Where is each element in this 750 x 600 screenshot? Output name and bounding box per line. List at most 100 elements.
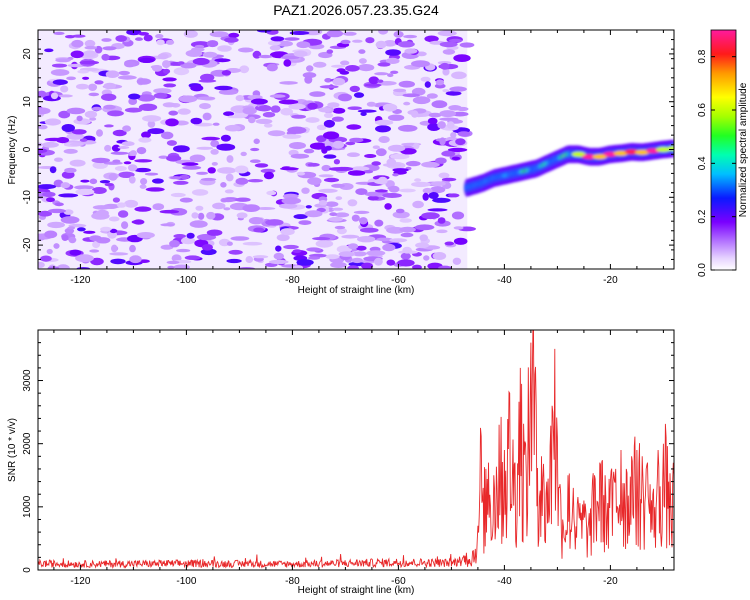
noise-blob: [306, 65, 314, 72]
noise-blob: [189, 220, 208, 228]
noise-blob: [368, 76, 379, 85]
noise-blob: [217, 167, 237, 174]
noise-blob: [269, 45, 281, 51]
noise-blob: [250, 98, 268, 105]
noise-blob: [353, 92, 365, 98]
noise-blob: [349, 85, 360, 93]
noise-blob: [177, 108, 191, 115]
noise-blob: [197, 96, 216, 101]
noise-blob: [292, 249, 302, 254]
noise-blob: [76, 83, 89, 90]
noise-blob: [196, 171, 209, 175]
noise-blob: [352, 39, 363, 43]
noise-blob: [49, 166, 57, 174]
noise-blob: [169, 240, 180, 248]
noise-blob: [393, 88, 407, 93]
noise-blob: [157, 53, 169, 60]
noise-blob: [293, 214, 308, 220]
noise-blob: [377, 79, 384, 83]
signal-peak: [656, 147, 671, 152]
x-tick-label: -80: [285, 576, 300, 587]
noise-blob: [441, 150, 456, 157]
noise-blob: [325, 254, 340, 260]
noise-blob: [399, 218, 412, 223]
noise-blob: [80, 179, 90, 183]
noise-blob: [305, 117, 320, 123]
noise-blob: [255, 118, 273, 124]
signal-peak: [592, 154, 607, 160]
noise-blob: [332, 140, 345, 149]
noise-blob: [128, 176, 136, 184]
noise-blob: [131, 220, 144, 224]
snr-series-line: [38, 330, 674, 570]
spectrogram-y-axis-label: Frequency (Hz): [7, 116, 18, 185]
noise-blob: [325, 201, 339, 207]
noise-blob: [405, 160, 421, 167]
noise-blob: [217, 45, 232, 52]
noise-blob: [91, 106, 103, 111]
noise-blob: [389, 238, 408, 243]
noise-blob: [372, 145, 380, 149]
noise-blob: [163, 83, 177, 88]
noise-blob: [438, 265, 452, 269]
noise-blob: [296, 41, 311, 49]
noise-blob: [221, 70, 232, 76]
noise-blob: [361, 262, 374, 269]
noise-blob: [166, 140, 177, 146]
noise-blob: [441, 177, 457, 182]
noise-blob: [336, 245, 352, 253]
noise-blob: [101, 93, 117, 102]
noise-blob: [220, 182, 227, 188]
noise-blob: [283, 244, 299, 250]
noise-blob: [162, 68, 171, 74]
noise-blob: [224, 124, 241, 132]
noise-blob: [103, 82, 117, 90]
noise-blob: [206, 40, 219, 48]
noise-blob: [112, 197, 120, 203]
y-tick-label: 3000: [22, 369, 33, 392]
noise-blob: [234, 165, 249, 174]
noise-blob: [88, 83, 98, 92]
noise-blob: [181, 237, 196, 245]
noise-blob: [253, 138, 260, 145]
noise-blob: [159, 209, 179, 214]
colorbar: 0.0 0.2 0.4 0.6 0.8 Normalized spectral ampl…: [697, 29, 749, 277]
noise-blob: [224, 37, 239, 43]
noise-blob: [238, 47, 254, 53]
noise-blob: [390, 70, 399, 75]
noise-blob: [335, 196, 343, 201]
noise-blob: [387, 73, 394, 78]
noise-blob: [173, 264, 190, 269]
noise-blob: [227, 115, 246, 119]
noise-blob: [332, 77, 346, 86]
noise-blob: [58, 193, 79, 198]
noise-blob: [162, 60, 171, 69]
noise-blob: [341, 234, 360, 239]
noise-blob: [352, 251, 367, 257]
noise-blob: [442, 49, 456, 55]
noise-blob: [414, 224, 435, 231]
noise-blob: [235, 177, 249, 185]
noise-blob: [112, 159, 121, 163]
noise-blob: [340, 60, 350, 66]
noise-blob: [161, 131, 174, 140]
noise-blob: [292, 265, 304, 269]
noise-blob: [65, 35, 75, 39]
noise-blob: [196, 146, 214, 150]
noise-blob: [107, 110, 124, 117]
colorbar-tick-label: 0.0: [697, 263, 708, 277]
noise-blob: [411, 181, 431, 188]
noise-blob: [427, 117, 438, 125]
noise-blob: [351, 214, 360, 222]
noise-blob: [89, 235, 102, 242]
noise-blob: [450, 132, 457, 138]
noise-blob: [305, 205, 312, 209]
noise-blob: [339, 70, 350, 75]
snr-x-axis-label: Height of straight line (km): [298, 585, 415, 596]
noise-blob: [104, 183, 114, 187]
noise-blob: [338, 93, 352, 102]
noise-blob: [323, 154, 337, 159]
noise-blob: [280, 228, 295, 236]
noise-blob: [42, 191, 56, 197]
